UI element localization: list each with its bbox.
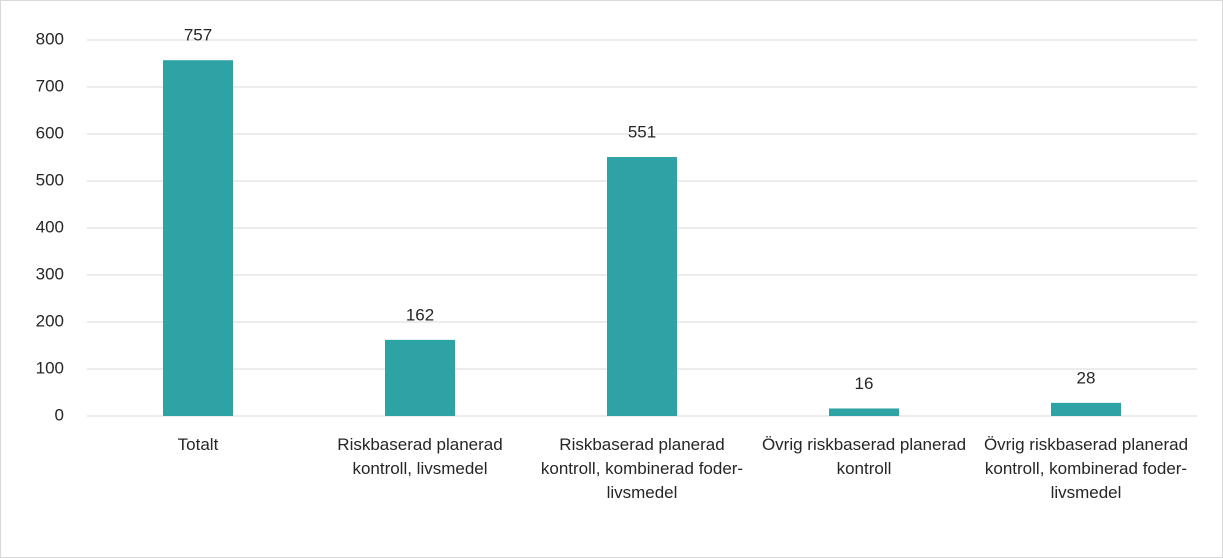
value-label: 162: [406, 305, 434, 324]
y-tick-label: 500: [36, 170, 64, 189]
bar: [385, 339, 455, 416]
x-tick-label: Riskbaserad planerad kontroll, livsmedel: [337, 435, 503, 478]
value-label: 28: [1077, 368, 1096, 387]
bar: [163, 60, 233, 417]
bar: [829, 408, 899, 416]
x-tick-label: Övrig riskbaserad planerad kontroll, kom…: [983, 435, 1189, 502]
x-tick-label: Riskbaserad planerad kontroll, kombinera…: [540, 435, 744, 502]
bar: [607, 157, 677, 416]
x-tick-label: Totalt: [177, 435, 219, 454]
y-tick-label: 0: [55, 405, 64, 424]
value-label: 16: [855, 374, 874, 393]
value-label: 757: [184, 26, 212, 45]
y-tick-label: 600: [36, 123, 64, 142]
y-tick-label: 300: [36, 264, 64, 283]
y-tick-label: 800: [36, 29, 64, 48]
value-label: 551: [628, 123, 656, 142]
y-tick-label: 100: [36, 358, 64, 377]
y-tick-label: 700: [36, 76, 64, 95]
y-tick-label: 400: [36, 217, 64, 236]
y-tick-label: 200: [36, 311, 64, 330]
bar: [1051, 402, 1121, 416]
x-tick-label: Övrig riskbaserad planerad kontroll: [761, 435, 967, 478]
